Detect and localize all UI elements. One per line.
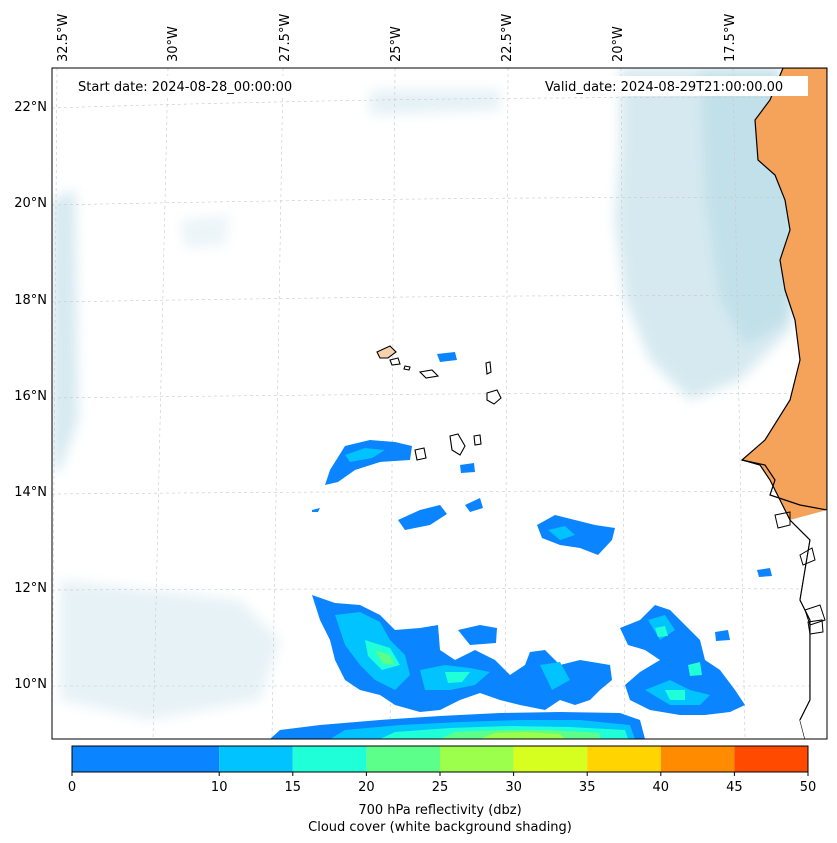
colorbar-label: 700 hPa reflectivity (dbz) [358, 803, 521, 818]
colorbar-tick-label: 45 [726, 780, 743, 795]
latitude-labels: 22°N 20°N 18°N 16°N 14°N 12°N 10°N [14, 100, 47, 692]
lon-label: 32.5°W [56, 14, 71, 62]
colorbar-segment [660, 746, 735, 772]
colorbar-tick-label: 10 [211, 780, 228, 795]
colorbar-tick-label: 35 [579, 780, 596, 795]
start-date-label: Start date: 2024-08-28_00:00:00 [78, 80, 292, 95]
colorbar-tick-label: 15 [285, 780, 302, 795]
colorbar-segment [366, 746, 440, 772]
lat-label: 20°N [14, 196, 47, 211]
lat-label: 18°N [14, 293, 47, 308]
lon-label: 25°W [389, 26, 404, 62]
valid-date-label: Valid_date: 2024-08-29T21:00:00.00 [545, 80, 783, 95]
map-contents [52, 68, 827, 739]
colorbar-segment [587, 746, 661, 772]
lon-label: 17.5°W [723, 14, 738, 62]
reflectivity-field [270, 352, 772, 739]
lon-label: 22.5°W [500, 14, 515, 62]
lat-label: 22°N [14, 100, 47, 115]
cape-verde-islands [376, 345, 502, 461]
lat-label: 16°N [14, 389, 47, 404]
colorbar-ticks: 0 10 15 20 25 30 35 40 45 50 [68, 772, 816, 795]
colorbar-tick-label: 30 [505, 780, 522, 795]
start-date-box [74, 76, 312, 96]
colorbar-tick-label: 20 [358, 780, 375, 795]
colorbar-tick-label: 50 [800, 780, 817, 795]
colorbar-segment [440, 746, 514, 772]
lon-label: 27.5°W [278, 14, 293, 62]
africa-landmass [740, 68, 827, 739]
colorbar-segment [734, 746, 808, 772]
colorbar-tick-label: 25 [432, 780, 449, 795]
lat-label: 12°N [14, 581, 47, 596]
map-border [51, 67, 828, 740]
colorbar-segment [72, 746, 220, 772]
colorbar [72, 746, 808, 772]
lon-label: 20°W [611, 26, 626, 62]
longitude-labels: 32.5°W 30°W 27.5°W 25°W 22.5°W 20°W 17.5… [56, 14, 738, 62]
colorbar-segment [292, 746, 367, 772]
colorbar-sublabel: Cloud cover (white background shading) [308, 820, 572, 835]
valid-date-box [540, 76, 808, 96]
colorbar-tick-label: 40 [653, 780, 670, 795]
lat-label: 14°N [14, 485, 47, 500]
lat-label: 10°N [14, 677, 47, 692]
lon-label: 30°W [166, 26, 181, 62]
colorbar-tick-label: 0 [68, 780, 76, 795]
island-santo-antao [376, 345, 397, 359]
colorbar-segment [513, 746, 588, 772]
colorbar-segment [219, 746, 293, 772]
